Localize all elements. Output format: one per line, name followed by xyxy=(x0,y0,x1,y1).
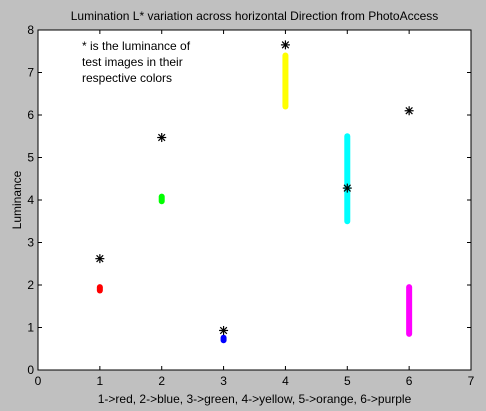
y-tick-label: 5 xyxy=(27,151,34,165)
y-tick-label: 2 xyxy=(27,278,34,292)
x-tick-label: 3 xyxy=(220,374,227,388)
plot-area xyxy=(37,29,472,371)
x-tick-label: 7 xyxy=(468,374,475,388)
chart-title: Lumination L* variation across horizonta… xyxy=(71,9,439,23)
x-tick-label: 0 xyxy=(35,374,42,388)
y-tick-label: 6 xyxy=(27,108,34,122)
y-axis-label: Luminance xyxy=(10,170,24,229)
y-tick-label: 1 xyxy=(27,321,34,335)
x-tick-label: 4 xyxy=(282,374,289,388)
star-marker xyxy=(157,133,167,143)
y-tick-label: 7 xyxy=(27,66,34,80)
star-marker xyxy=(95,254,105,264)
y-tick-label: 0 xyxy=(27,363,34,377)
axes: 0 1 2 3 4 5 6 7 0 1 2 3 4 5 6 7 8 xyxy=(27,23,474,388)
star-marker xyxy=(280,40,290,50)
x-tick-label: 2 xyxy=(158,374,165,388)
y-tick-label: 3 xyxy=(27,236,34,250)
star-marker xyxy=(342,183,352,193)
annotation-line: * is the luminance of xyxy=(82,39,191,53)
annotation-legend: * is the luminance of test images in the… xyxy=(82,39,191,85)
annotation-line: respective colors xyxy=(82,71,172,85)
star-marker xyxy=(404,106,414,116)
annotation-line: test images in their xyxy=(82,55,183,69)
y-tick-label: 8 xyxy=(27,23,34,37)
x-tick-label: 6 xyxy=(406,374,413,388)
x-tick-label: 1 xyxy=(97,374,104,388)
star-marker xyxy=(219,325,229,335)
y-tick-label: 4 xyxy=(27,193,34,207)
x-tick-label: 5 xyxy=(344,374,351,388)
data-marks xyxy=(95,40,414,344)
x-axis-label: 1->red, 2->blue, 3->green, 4->yellow, 5-… xyxy=(98,392,412,406)
